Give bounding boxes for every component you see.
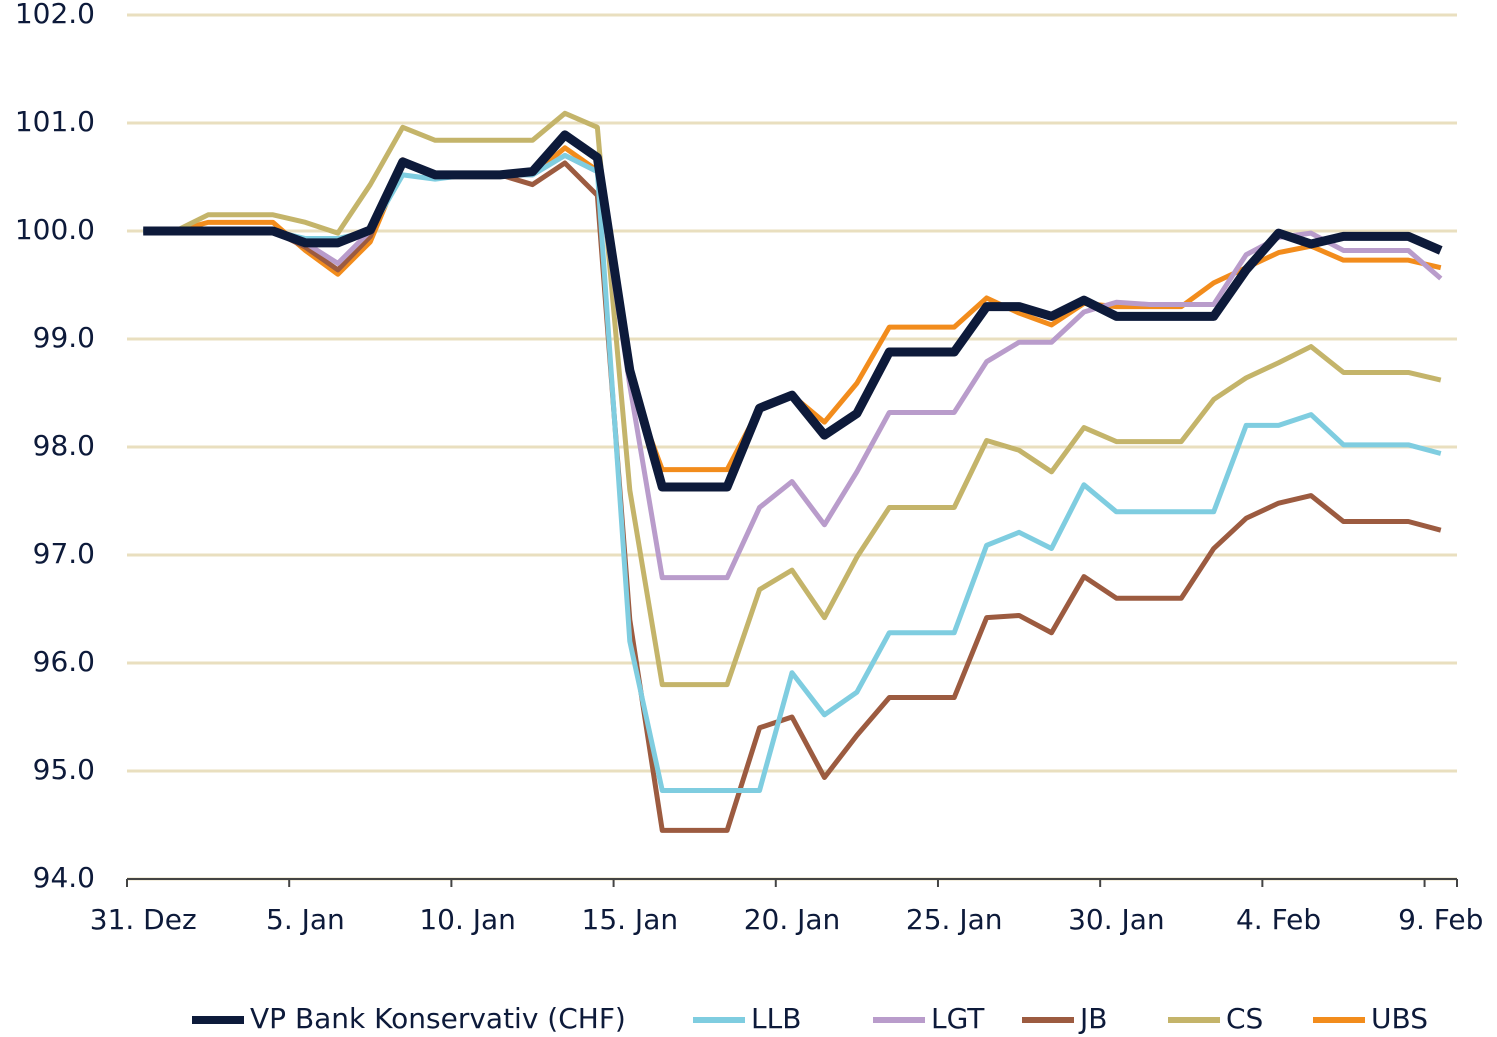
y-tick-label: 99.0: [33, 321, 95, 354]
y-tick-label: 94.0: [33, 861, 95, 894]
x-tick-label: 10. Jan: [419, 903, 516, 936]
legend-label: UBS: [1371, 1002, 1428, 1035]
legend-label: JB: [1078, 1002, 1107, 1035]
legend-label: VP Bank Konservativ (CHF): [250, 1002, 626, 1035]
series-line: [143, 152, 1443, 581]
x-tick-label: 30. Jan: [1068, 903, 1165, 936]
y-tick-label: 100.0: [15, 213, 95, 246]
x-tick-label: 15. Jan: [582, 903, 679, 936]
y-tick-label: 96.0: [33, 645, 95, 678]
legend-label: CS: [1226, 1002, 1263, 1035]
series-line: [143, 157, 1442, 833]
series-line: [143, 110, 1442, 688]
y-tick-label: 97.0: [33, 537, 95, 570]
series-line: [143, 152, 1442, 793]
series-line: [143, 130, 1443, 492]
x-tick-label: 9. Feb: [1398, 903, 1483, 936]
x-tick-label: 25. Jan: [906, 903, 1003, 936]
x-tick-label: 5. Jan: [266, 903, 345, 936]
legend-label: LLB: [751, 1002, 801, 1035]
x-tick-label: 31. Dez: [90, 903, 197, 936]
y-tick-label: 95.0: [33, 753, 95, 786]
series-line: [143, 145, 1442, 473]
legend-label: LGT: [931, 1002, 985, 1035]
x-tick-label: 20. Jan: [744, 903, 841, 936]
y-tick-label: 102.0: [15, 0, 95, 30]
y-tick-label: 101.0: [15, 105, 95, 138]
x-tick-label: 4. Feb: [1236, 903, 1321, 936]
y-tick-label: 98.0: [33, 429, 95, 462]
